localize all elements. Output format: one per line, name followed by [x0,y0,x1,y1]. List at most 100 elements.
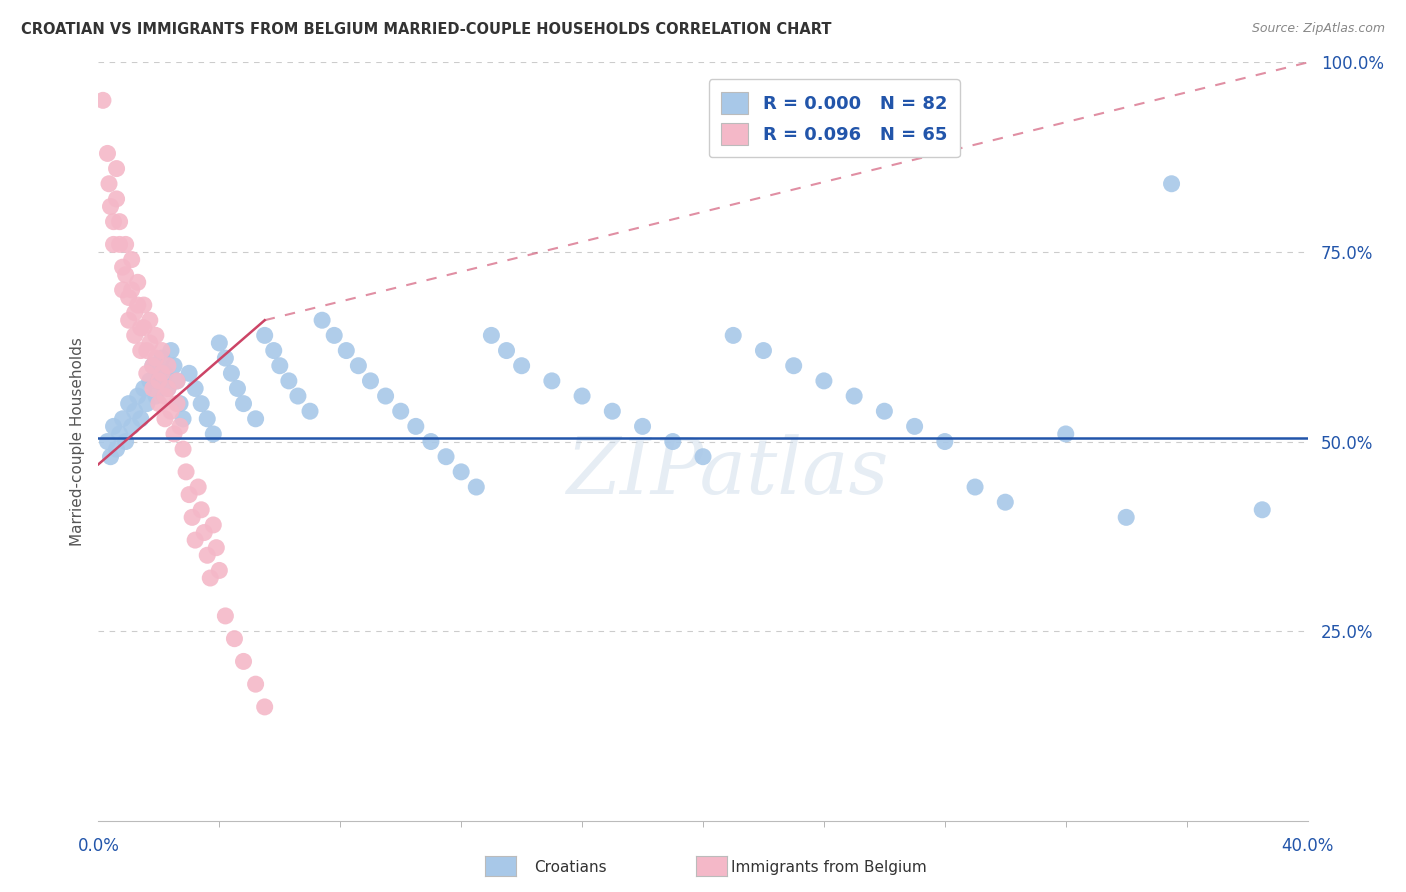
Point [263,343,285,358]
Point [434,450,457,464]
Point [100,450,122,464]
Point [193,525,215,540]
Point [347,359,370,373]
Point [129,412,152,426]
Point [139,374,162,388]
Point [118,313,141,327]
Point [904,419,927,434]
Point [360,374,382,388]
Point [602,404,624,418]
Point [166,374,188,388]
Point [103,419,125,434]
Point [108,427,131,442]
Point [139,335,162,350]
Point [269,359,291,373]
Point [108,237,131,252]
Point [169,419,191,434]
Point [335,343,357,358]
Point [153,412,176,426]
Point [105,442,128,457]
Point [389,404,412,418]
Point [142,382,165,396]
Point [214,608,236,623]
Point [114,268,136,282]
Point [166,374,188,388]
Point [135,366,157,380]
Text: Croatians: Croatians [534,860,607,874]
Point [103,237,125,252]
Point [1251,503,1274,517]
Point [132,382,155,396]
Point [540,374,562,388]
Point [127,298,149,312]
Point [179,487,201,501]
Point [214,351,236,366]
Point [179,366,201,380]
Point [129,343,152,358]
Point [169,396,191,410]
Point [311,313,333,327]
Point [1054,427,1077,442]
Point [481,328,503,343]
Point [108,214,131,228]
Point [195,548,218,563]
Point [374,389,396,403]
Point [994,495,1017,509]
Point [150,366,173,380]
Y-axis label: Married-couple Households: Married-couple Households [69,337,84,546]
Point [813,374,835,388]
Point [174,465,197,479]
Point [105,161,128,176]
Point [181,510,204,524]
Point [934,434,956,449]
Point [142,359,165,373]
Point [96,434,118,449]
Point [127,389,149,403]
Point [150,351,173,366]
Point [156,382,179,396]
Point [190,503,212,517]
Point [163,427,186,442]
Point [205,541,228,555]
Point [495,343,517,358]
Text: ZIPatlas: ZIPatlas [567,434,889,510]
Point [208,564,231,578]
Point [127,275,149,289]
Point [187,480,209,494]
Point [245,412,267,426]
Point [153,366,176,380]
Point [135,396,157,410]
Point [163,359,186,373]
Point [145,389,167,403]
Point [124,404,146,418]
Point [153,389,176,403]
Text: CROATIAN VS IMMIGRANTS FROM BELGIUM MARRIED-COUPLE HOUSEHOLDS CORRELATION CHART: CROATIAN VS IMMIGRANTS FROM BELGIUM MARR… [21,22,831,37]
Point [118,291,141,305]
Point [114,434,136,449]
Point [245,677,267,691]
Point [299,404,322,418]
Point [124,328,146,343]
Point [96,146,118,161]
Point [148,374,170,388]
Point [277,374,299,388]
Point [114,237,136,252]
Point [420,434,443,449]
Point [145,328,167,343]
Point [208,335,231,350]
Point [172,442,194,457]
Point [156,382,179,396]
Point [224,632,246,646]
Legend: R = 0.000   N = 82, R = 0.096   N = 65: R = 0.000 N = 82, R = 0.096 N = 65 [709,79,960,157]
Point [465,480,488,494]
Point [190,396,212,410]
Point [1160,177,1182,191]
Point [232,396,254,410]
Point [150,343,173,358]
Point [195,412,218,426]
Point [121,419,143,434]
Point [105,192,128,206]
Point [965,480,987,494]
Point [202,517,225,532]
Point [111,412,134,426]
